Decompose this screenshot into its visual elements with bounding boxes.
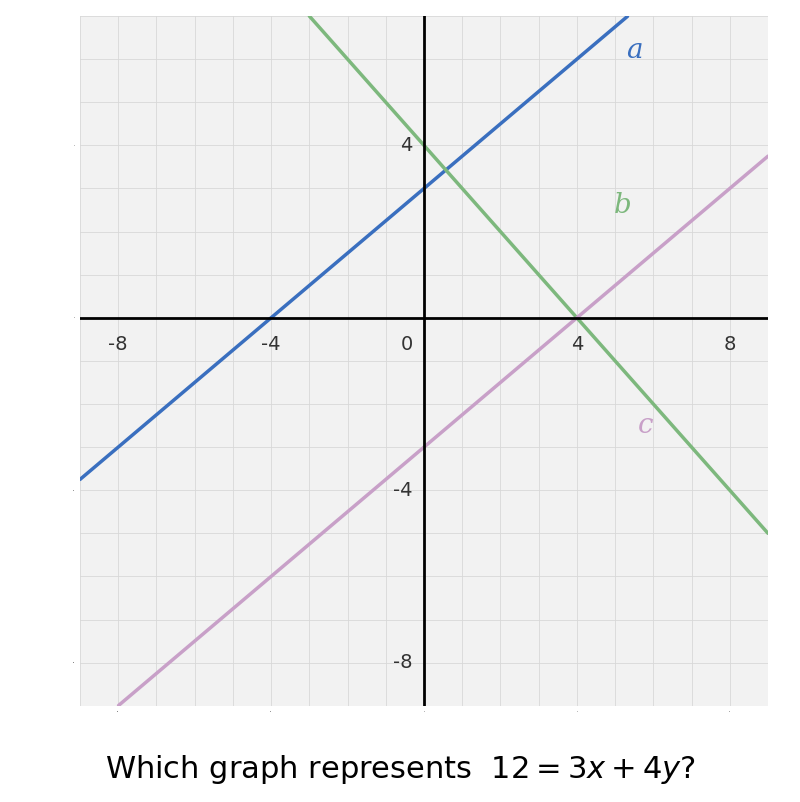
Text: 8: 8: [723, 335, 736, 354]
Text: -4: -4: [262, 335, 281, 354]
Text: a: a: [626, 37, 642, 64]
Text: -4: -4: [393, 480, 413, 500]
Text: -8: -8: [109, 335, 128, 354]
Text: 0: 0: [400, 335, 413, 354]
Text: -8: -8: [393, 653, 413, 672]
Text: Which graph represents  $12 = 3x + 4y$?: Which graph represents $12 = 3x + 4y$?: [105, 753, 695, 787]
Text: c: c: [638, 412, 654, 439]
Text: 4: 4: [400, 136, 413, 155]
Text: b: b: [614, 192, 632, 219]
Text: 4: 4: [570, 335, 583, 354]
